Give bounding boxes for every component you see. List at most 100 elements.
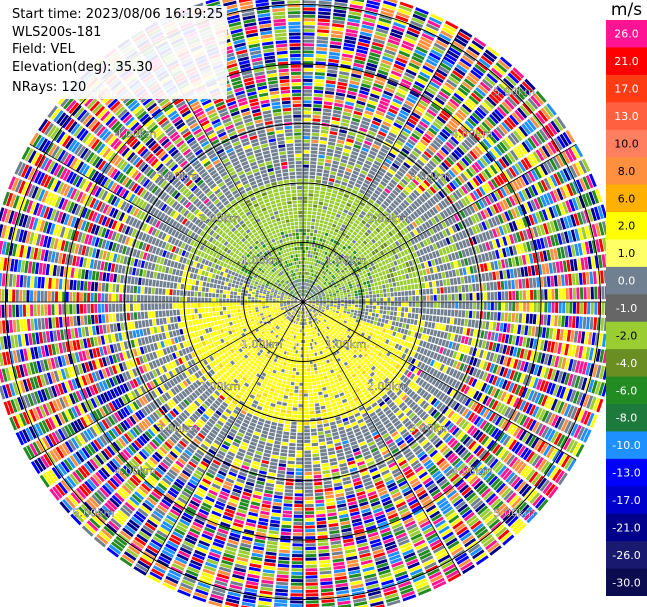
velocity-cell [419,249,425,256]
velocity-cell [346,271,351,276]
velocity-cell [332,16,346,21]
velocity-cell [411,87,422,95]
velocity-cell [479,104,490,115]
velocity-cell [385,269,390,274]
velocity-cell [335,310,340,314]
velocity-cell [481,243,487,252]
velocity-cell [323,276,327,280]
velocity-cell [396,11,410,19]
velocity-cell [366,229,372,235]
velocity-cell [465,302,469,310]
velocity-cell [348,317,353,321]
velocity-cell [444,302,448,309]
velocity-cell [437,302,441,308]
velocity-cell [405,207,412,215]
velocity-cell [399,257,405,264]
velocity-cell [362,20,375,27]
velocity-cell [551,302,555,313]
velocity-cell [346,94,356,100]
velocity-cell [358,307,362,311]
velocity-cell [378,183,385,190]
velocity-cell [315,259,319,263]
velocity-cell [472,177,480,187]
velocity-cell [393,209,399,216]
velocity-cell [346,321,351,325]
velocity-cell [303,125,311,129]
velocity-cell [315,54,327,58]
velocity-cell [546,235,553,248]
velocity-cell [543,105,554,118]
velocity-cell [319,249,323,253]
velocity-cell [495,160,504,171]
velocity-cell [436,287,441,294]
velocity-cell [344,205,350,211]
velocity-cell [539,237,546,249]
velocity-cell [419,138,429,147]
velocity-cell [330,465,339,470]
velocity-cell [334,394,340,399]
velocity-cell [366,189,373,195]
velocity-cell [329,273,334,277]
velocity-cell [430,172,439,180]
velocity-cell [419,270,424,276]
velocity-cell [322,176,329,181]
velocity-cell [360,248,365,253]
velocity-cell [472,292,477,301]
velocity-cell [479,157,488,167]
velocity-cell [407,184,415,191]
velocity-cell [449,194,457,203]
velocity-cell [570,145,580,159]
velocity-cell [385,83,397,91]
velocity-cell [323,394,329,398]
velocity-cell [387,224,393,230]
velocity-cell [522,313,526,324]
velocity-cell [313,392,318,396]
velocity-cell [479,263,485,272]
velocity-cell [584,225,591,239]
velocity-cell [326,152,334,157]
velocity-cell [311,132,320,137]
velocity-cell [326,359,330,364]
velocity-cell [352,201,359,207]
velocity-cell [565,200,572,213]
velocity-cell [396,270,401,276]
velocity-cell [546,192,554,205]
velocity-cell [316,234,321,238]
velocity-cell [360,210,367,216]
velocity-cell [319,373,323,377]
velocity-cell [331,120,340,125]
velocity-cell [347,161,355,166]
velocity-cell [309,357,313,361]
velocity-cell [324,199,330,203]
velocity-cell [307,279,309,283]
velocity-cell [326,237,331,241]
velocity-cell [306,229,310,233]
velocity-cell [364,192,371,198]
velocity-cell [531,184,539,196]
velocity-cell [483,292,487,301]
velocity-cell [335,225,341,230]
velocity-cell [368,186,375,192]
velocity-cell [313,93,323,98]
velocity-cell [306,290,308,294]
velocity-cell [531,326,536,337]
velocity-cell [358,304,362,308]
velocity-cell [314,75,325,80]
velocity-cell [370,328,375,333]
velocity-cell [407,118,417,126]
velocity-cell [419,241,425,248]
velocity-cell [309,258,312,262]
velocity-cell [331,274,335,278]
velocity-cell [517,107,528,119]
velocity-cell [486,262,492,271]
velocity-cell [307,272,309,276]
velocity-cell [323,267,327,271]
velocity-cell [324,251,328,256]
velocity-cell [453,213,460,222]
velocity-cell [375,110,385,117]
velocity-cell [373,140,382,147]
velocity-cell [417,264,422,270]
velocity-cell [306,295,309,298]
velocity-cell [340,248,344,253]
velocity-cell [335,370,340,375]
